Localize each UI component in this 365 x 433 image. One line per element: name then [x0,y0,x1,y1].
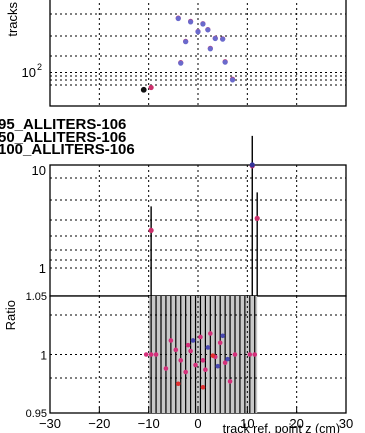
ratio-marker-s0-10 [193,362,198,368]
ratio-marker-s0-12 [200,358,206,363]
top-marker-s1-3 [205,27,211,33]
ratio-marker-s0-1 [148,352,154,357]
ratio-marker-s2-1 [205,345,211,350]
ratio-marker-s0-11 [198,334,203,340]
ratio-y-tick-label-mid: 1 [40,349,47,363]
middle-y-tick-label-10: 10 [32,163,46,178]
top-marker-s1-1 [188,19,194,25]
middle-marker-s0-0 [148,227,154,233]
ratio-marker-s0-9 [188,348,193,354]
ratio-marker-s1-0 [175,381,181,387]
ratio-marker-s0-16 [217,340,223,346]
ratio-marker-s0-18 [227,379,233,384]
top-marker-s1-6 [183,39,189,45]
ratio-marker-s0-17 [222,360,228,365]
ratio-marker-s0-7 [183,369,188,375]
middle-marker-s1-0 [249,162,255,168]
top-marker-s1-10 [178,60,184,66]
ratio-marker-s0-8 [185,342,191,348]
ratio-marker-s2-0 [190,338,196,343]
ratio-marker-s2-4 [225,356,230,362]
ratio-marker-s0-13 [203,367,208,373]
ratio-marker-s0-3 [163,366,169,371]
top-marker-s1-7 [195,29,201,35]
ratio-marker-s0-19 [232,352,238,357]
top-marker-s1-2 [200,21,206,27]
ratio-marker-s2-3 [220,333,225,339]
ratio-marker-s0-0 [143,352,149,357]
ratio-x-tick-label-5: 20 [289,416,303,431]
top-marker-s1-11 [229,77,236,83]
x-axis-title: track ref. point z (cm) [223,422,340,433]
legend-entry-1: 95_ALLITERS-106 [0,116,127,133]
top-y-tick-exponent: 2 [37,62,42,72]
ratio-marker-s0-21 [252,352,258,357]
ratio-marker-s0-2 [153,352,159,357]
top-marker-s1-4 [212,35,218,42]
top-panel: tracks 10 2 [5,0,347,107]
top-marker-s2-0 [140,86,147,93]
ratio-marker-s1-1 [200,384,206,390]
legend-entry-2: 50_ALLITERS-106 [0,129,127,146]
ratio-x-tick-label-3: 0 [194,416,201,431]
middle-panel: 10 1 [32,135,347,297]
ratio-marker-s0-20 [247,352,253,357]
top-marker-s1-9 [222,59,228,65]
top-marker-s1-5 [220,36,226,42]
top-y-axis-label: tracks [5,2,20,37]
ratio-marker-s2-2 [215,363,221,369]
top-marker-s1-8 [207,46,213,52]
ratio-y-tick-label-bottom: 0.95 [26,408,47,420]
ratio-marker-s0-6 [178,358,184,363]
ratio-marker-s0-4 [168,338,174,343]
middle-y-tick-label-1: 1 [39,261,46,276]
ratio-x-tick-label-6: 30 [339,416,353,431]
ratio-x-tick-label-1: −20 [88,416,110,431]
ratio-marker-s0-5 [173,347,179,353]
middle-marker-s0-2 [254,215,260,221]
ratio-x-tick-label-4: 10 [240,416,254,431]
ratio-marker-s1-2 [210,353,216,358]
top-y-tick-label: 10 [22,65,36,80]
ratio-marker-s0-14 [208,331,213,336]
ratio-x-tick-label-0: −30 [39,416,61,431]
ratio-y-tick-label-top: 1.05 [26,291,47,303]
top-marker-s1-0 [175,15,181,22]
ratio-y-axis-label: Ratio [3,300,18,330]
ratio-x-tick-label-2: −10 [138,416,160,431]
top-marker-s0-12 [148,84,154,91]
legend-entry-3: 100_ALLITERS-106 [0,141,135,158]
